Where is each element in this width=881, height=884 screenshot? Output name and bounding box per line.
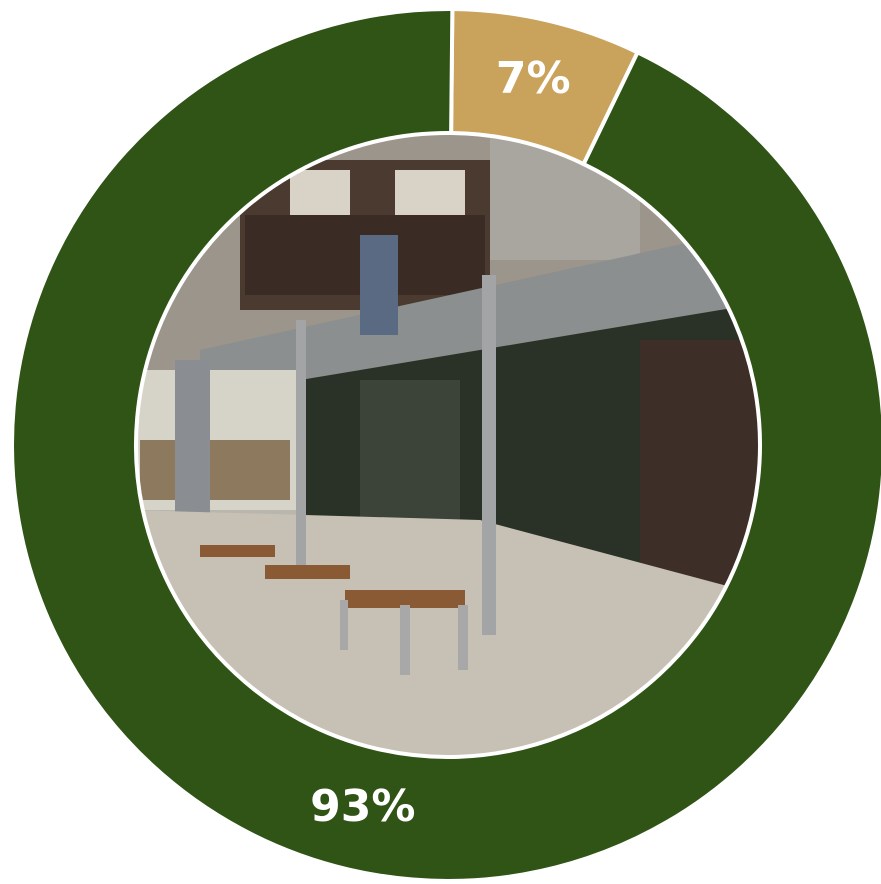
labels: 7% 93% xyxy=(310,53,570,832)
slices xyxy=(10,7,881,883)
value-label: 7% xyxy=(496,53,571,104)
slice xyxy=(10,7,881,883)
value-label: 93% xyxy=(310,781,415,832)
